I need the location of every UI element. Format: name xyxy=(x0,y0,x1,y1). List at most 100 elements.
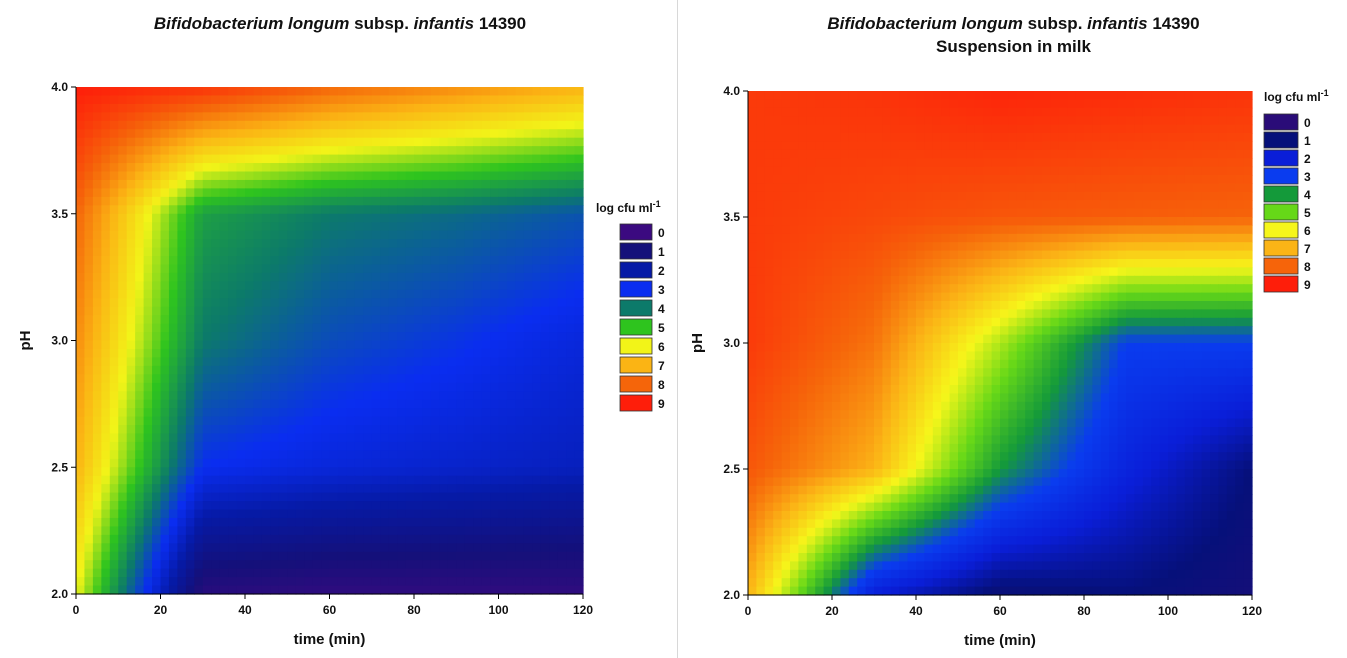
heatmap-cell xyxy=(422,196,432,206)
heatmap-cell xyxy=(245,408,255,418)
heatmap-cell xyxy=(473,146,483,156)
heatmap-cell xyxy=(219,534,229,544)
heatmap-cell xyxy=(806,99,816,109)
heatmap-cell xyxy=(549,577,559,587)
heatmap-cell xyxy=(194,484,204,494)
heatmap-cell xyxy=(1109,141,1119,151)
legend-swatch xyxy=(619,318,653,336)
heatmap-cell xyxy=(143,399,153,409)
heatmap-cell xyxy=(790,107,799,117)
heatmap-cell xyxy=(515,475,525,485)
heatmap-cell xyxy=(515,577,525,587)
heatmap-cell xyxy=(185,239,195,249)
heatmap-cell xyxy=(76,103,86,113)
heatmap-cell xyxy=(1050,259,1060,268)
heatmap-cell xyxy=(498,196,508,206)
heatmap-cell xyxy=(515,551,525,561)
heatmap-cell xyxy=(1243,233,1253,243)
heatmap-cell xyxy=(337,306,347,316)
heatmap-cell xyxy=(506,146,516,156)
heatmap-cell xyxy=(899,124,909,134)
heatmap-cell xyxy=(194,120,204,130)
heatmap-cell xyxy=(439,433,449,443)
heatmap-cell xyxy=(109,137,119,147)
heatmap-cell xyxy=(329,526,339,536)
heatmap-cell xyxy=(549,264,559,274)
heatmap-cell xyxy=(798,124,808,134)
heatmap-cell xyxy=(790,149,799,159)
heatmap-cell xyxy=(312,179,322,189)
heatmap-cell xyxy=(1075,225,1085,235)
heatmap-cell xyxy=(574,179,584,189)
heatmap-cell xyxy=(118,492,128,502)
heatmap-cell xyxy=(219,585,229,595)
heatmap-cell xyxy=(540,196,550,206)
heatmap-cell xyxy=(388,534,398,544)
heatmap-cell xyxy=(447,332,457,342)
heatmap-cell xyxy=(126,450,136,460)
heatmap-cell xyxy=(506,239,516,249)
heatmap-cell xyxy=(228,391,238,401)
heatmap-cell xyxy=(574,205,584,215)
heatmap-cell xyxy=(422,340,432,350)
heatmap-cell xyxy=(143,551,153,561)
heatmap-cell xyxy=(890,99,900,109)
heatmap-cell xyxy=(388,323,398,333)
heatmap-cell xyxy=(219,205,229,215)
heatmap-cell xyxy=(1193,183,1203,193)
heatmap-cell xyxy=(1058,107,1068,117)
heatmap-cell xyxy=(312,526,322,536)
heatmap-cell xyxy=(202,374,212,384)
heatmap-cell xyxy=(388,103,398,113)
heatmap-cell xyxy=(773,200,783,210)
heatmap-cell xyxy=(202,484,212,494)
heatmap-cell xyxy=(101,467,111,477)
heatmap-cell xyxy=(532,120,542,130)
heatmap-cell xyxy=(219,247,229,257)
heatmap-cell xyxy=(329,577,339,587)
heatmap-cell xyxy=(185,137,195,147)
heatmap-cell xyxy=(304,492,314,502)
heatmap-cell xyxy=(865,259,875,268)
heatmap-cell xyxy=(439,95,449,105)
heatmap-cell xyxy=(321,348,331,358)
heatmap-cell xyxy=(557,264,567,274)
heatmap-cell xyxy=(354,450,364,460)
heatmap-cell xyxy=(337,323,347,333)
heatmap-cell xyxy=(321,340,331,350)
heatmap-cell xyxy=(540,458,550,468)
heatmap-cell xyxy=(152,129,162,139)
heatmap-cell xyxy=(1117,267,1127,277)
heatmap-cell xyxy=(245,239,255,249)
heatmap-cell xyxy=(1226,133,1236,142)
heatmap-cell xyxy=(823,116,833,126)
heatmap-cell xyxy=(354,577,364,587)
heatmap-cell xyxy=(1151,217,1161,226)
heatmap-cell xyxy=(540,534,550,544)
heatmap-cell xyxy=(346,340,356,350)
heatmap-cell xyxy=(278,433,288,443)
y-tick-label: 2.5 xyxy=(51,460,68,474)
heatmap-cell xyxy=(456,399,466,409)
heatmap-cell xyxy=(549,501,559,511)
heatmap-cell xyxy=(295,425,305,435)
heatmap-cell xyxy=(447,577,457,587)
heatmap-cell xyxy=(346,95,356,105)
heatmap-cell xyxy=(574,137,584,147)
heatmap-cell xyxy=(101,306,111,316)
heatmap-cell xyxy=(557,357,567,367)
heatmap-cell xyxy=(941,124,951,134)
heatmap-cell xyxy=(1050,116,1060,126)
heatmap-cell xyxy=(253,239,263,249)
heatmap-cell xyxy=(109,298,119,308)
heatmap-cell xyxy=(168,551,178,561)
heatmap-cell xyxy=(228,475,238,485)
heatmap-cell xyxy=(228,357,238,367)
heatmap-cell xyxy=(295,585,305,595)
heatmap-cell xyxy=(899,225,909,235)
heatmap-cell xyxy=(1016,175,1026,184)
heatmap-cell xyxy=(388,222,398,232)
heatmap-cell xyxy=(840,91,850,100)
heatmap-cell xyxy=(557,501,567,511)
heatmap-cell xyxy=(1092,99,1102,109)
